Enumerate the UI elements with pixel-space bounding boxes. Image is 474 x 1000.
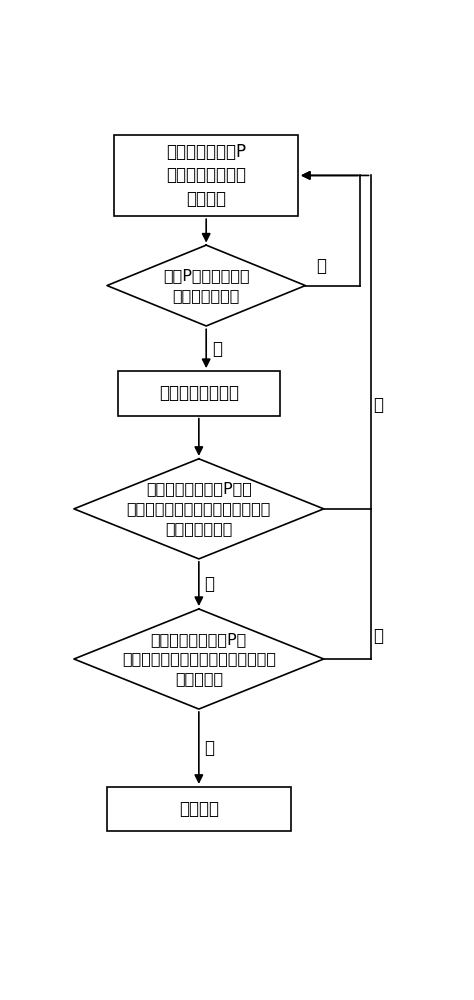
Text: 否: 否 [374, 627, 383, 645]
Text: 是: 是 [204, 739, 214, 757]
Text: 否: 否 [316, 257, 327, 275]
Bar [118, 371, 280, 416]
Text: 重复判断连续几个P帧
的运动宏块区域内的运动宏块数是否
都大于阈值: 重复判断连续几个P帧 的运动宏块区域内的运动宏块数是否 都大于阈值 [122, 632, 276, 686]
Text: 遮挡报警: 遮挡报警 [179, 800, 219, 818]
Text: 判断P帧的运动宏块
数是否大于阈值: 判断P帧的运动宏块 数是否大于阈值 [163, 268, 249, 303]
Text: 否: 否 [374, 396, 383, 414]
Text: 每隔固定帧数取P
帧，并提取其运动
矢量宏块: 每隔固定帧数取P 帧，并提取其运动 矢量宏块 [166, 143, 246, 208]
Text: 记录运动宏块区域: 记录运动宏块区域 [159, 384, 239, 402]
Bar [114, 135, 298, 216]
Text: 取下一固定帧数的P帧，
判断相应运动宏块区域内运动宏块
数是否大于阈值: 取下一固定帧数的P帧， 判断相应运动宏块区域内运动宏块 数是否大于阈值 [127, 482, 271, 536]
Bar [107, 787, 291, 831]
Text: 是: 是 [212, 340, 222, 358]
Text: 是: 是 [204, 575, 214, 593]
